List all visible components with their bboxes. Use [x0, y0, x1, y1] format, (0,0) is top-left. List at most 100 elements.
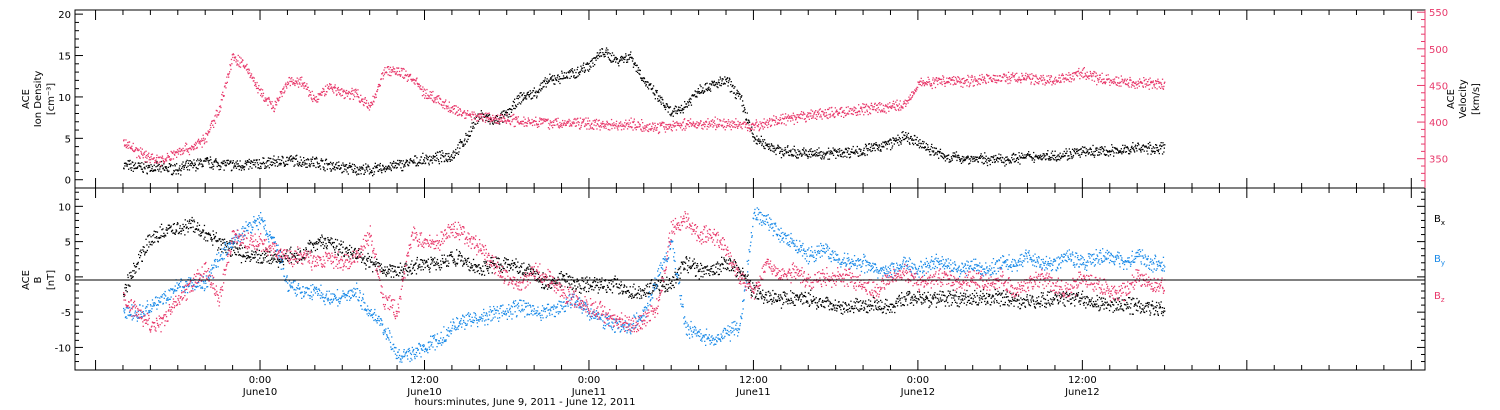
- data-point: [392, 66, 394, 68]
- data-point: [221, 161, 223, 164]
- data-point: [387, 66, 389, 68]
- data-point: [474, 118, 476, 120]
- data-point: [234, 56, 236, 58]
- data-point: [375, 166, 377, 168]
- data-point: [1024, 79, 1026, 81]
- data-point: [891, 145, 894, 147]
- data-point: [162, 235, 164, 237]
- data-point: [464, 143, 466, 145]
- data-point: [847, 106, 849, 108]
- data-point: [352, 169, 355, 172]
- data-point: [268, 160, 270, 162]
- data-point: [704, 123, 706, 126]
- data-point: [173, 223, 175, 225]
- data-point: [1065, 77, 1067, 79]
- data-point: [922, 143, 924, 145]
- data-point: [515, 118, 517, 121]
- data-point: [366, 166, 368, 168]
- data-point: [207, 161, 210, 163]
- data-point: [288, 76, 291, 79]
- data-point: [274, 162, 276, 165]
- data-point: [657, 98, 659, 100]
- data-point: [828, 107, 831, 109]
- data-point: [827, 108, 829, 111]
- data-point: [1129, 153, 1131, 155]
- data-point: [299, 156, 302, 158]
- data-point: [482, 119, 484, 121]
- data-point: [761, 125, 763, 127]
- data-point: [714, 122, 716, 125]
- data-point: [198, 162, 201, 164]
- data-point: [370, 104, 372, 106]
- data-point: [588, 123, 590, 125]
- data-point: [926, 84, 928, 86]
- series-velocity: [123, 53, 1166, 167]
- data-point: [981, 155, 984, 157]
- data-point: [840, 115, 842, 117]
- data-point: [1160, 87, 1162, 89]
- data-point: [639, 73, 641, 76]
- data-point: [203, 143, 206, 145]
- data-point: [261, 163, 264, 165]
- data-point: [737, 127, 739, 129]
- data-point: [471, 111, 473, 113]
- data-point: [781, 150, 784, 153]
- data-point: [895, 137, 897, 139]
- data-point: [922, 80, 924, 82]
- data-point: [349, 98, 351, 100]
- data-point: [1131, 145, 1133, 148]
- data-point: [552, 78, 554, 81]
- data-point: [546, 78, 548, 80]
- data-point: [1157, 150, 1159, 153]
- data-point: [388, 74, 391, 77]
- data-point: [1136, 87, 1138, 89]
- data-point: [876, 144, 878, 146]
- data-point: [227, 73, 229, 75]
- data-point: [938, 157, 940, 159]
- data-point: [946, 81, 948, 83]
- data-point: [933, 147, 936, 149]
- data-point: [488, 118, 490, 120]
- data-point: [1031, 159, 1033, 161]
- data-point: [1151, 147, 1153, 150]
- data-point: [1080, 147, 1082, 150]
- data-point: [261, 89, 264, 91]
- data-point: [542, 122, 544, 124]
- data-point: [594, 64, 596, 66]
- data-point: [434, 98, 436, 101]
- data-point: [406, 161, 408, 163]
- data-point: [797, 149, 799, 151]
- data-point: [714, 116, 716, 118]
- data-point: [1125, 80, 1128, 82]
- data-point: [1082, 76, 1084, 79]
- data-point: [365, 166, 367, 169]
- data-point: [763, 118, 765, 120]
- data-point: [401, 70, 403, 72]
- data-point: [1028, 75, 1030, 77]
- data-point: [909, 143, 911, 145]
- data-point: [797, 157, 799, 159]
- data-point: [827, 147, 830, 149]
- data-point: [880, 103, 883, 105]
- data-point: [665, 123, 667, 126]
- data-point: [450, 159, 452, 161]
- data-point: [252, 164, 254, 166]
- data-point: [316, 98, 318, 101]
- data-point: [206, 133, 208, 135]
- data-point: [270, 161, 272, 163]
- data-point: [264, 100, 266, 102]
- data-point: [1102, 150, 1104, 153]
- data-point: [407, 73, 409, 76]
- data-point: [779, 117, 781, 119]
- data-point: [616, 125, 618, 128]
- data-point: [533, 95, 535, 97]
- data-point: [1138, 85, 1140, 87]
- data-point: [651, 125, 653, 128]
- data-point: [625, 119, 627, 121]
- data-point: [848, 110, 851, 112]
- data-point: [546, 82, 549, 84]
- data-point: [414, 155, 417, 157]
- data-point: [491, 119, 493, 121]
- data-point: [505, 122, 508, 124]
- data-point: [1089, 147, 1091, 149]
